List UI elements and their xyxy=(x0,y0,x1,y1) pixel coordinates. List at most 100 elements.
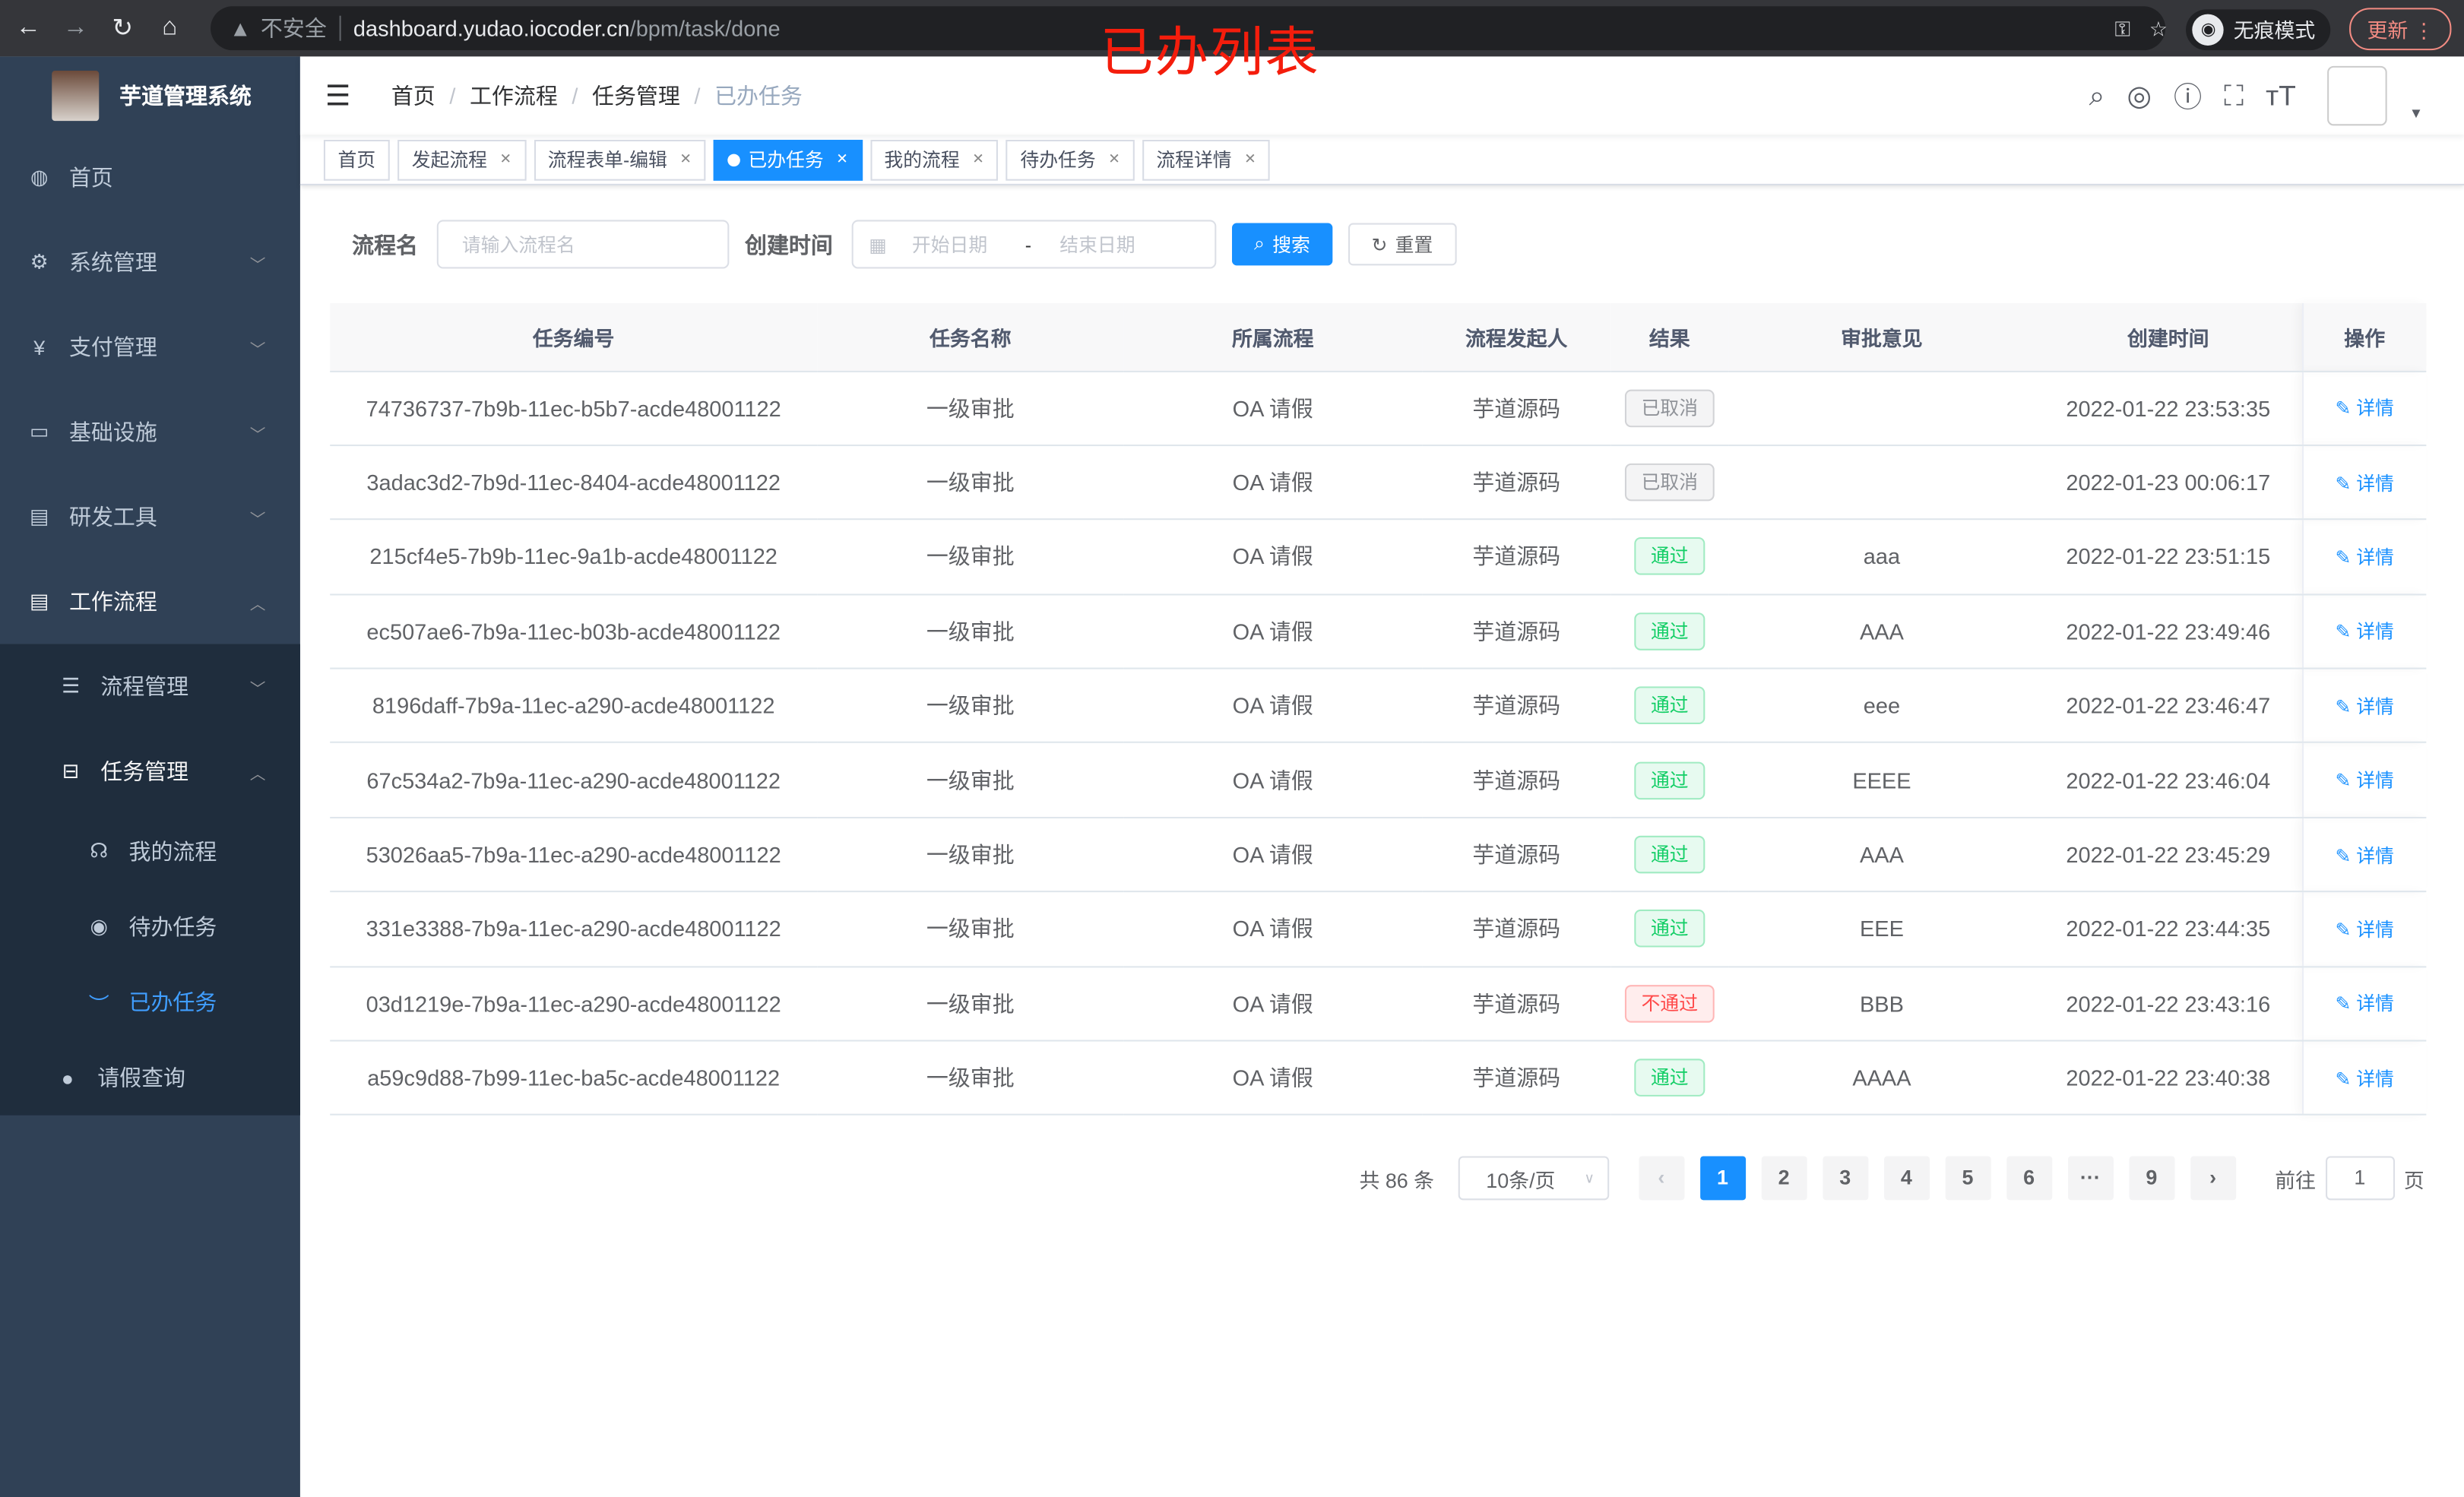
sidebar-item-my-process[interactable]: ☊ 我的流程 xyxy=(0,814,300,889)
starter: 芋道源码 xyxy=(1422,966,1611,1042)
table-row: 8196daff-7b9a-11ec-a290-acde48001122 一级审… xyxy=(330,668,2427,744)
back-icon[interactable]: ← xyxy=(15,14,41,41)
status-badge: 已取消 xyxy=(1625,389,1714,427)
page-button[interactable]: 2 xyxy=(1761,1156,1807,1201)
sidebar-item-process-manage[interactable]: ☰ 流程管理 ﹀ xyxy=(0,644,300,730)
avatar[interactable] xyxy=(2327,65,2387,126)
page-button[interactable]: 6 xyxy=(2006,1156,2052,1201)
tag-done-task[interactable]: 已办任务 ✕ xyxy=(713,138,863,180)
task-id: a59c9d88-7b99-11ec-ba5c-acde48001122 xyxy=(330,1040,818,1116)
prev-page-button[interactable]: ‹ xyxy=(1638,1156,1684,1201)
col-task-id: 任务编号 xyxy=(330,302,818,372)
reset-button[interactable]: ↻ 重置 xyxy=(1348,223,1457,266)
fullscreen-icon[interactable]: ⛶ xyxy=(2224,79,2244,111)
sidebar-item-devtools[interactable]: ▤ 研发工具 ﹀ xyxy=(0,474,300,559)
task-name: 一级审批 xyxy=(817,891,1124,967)
detail-link[interactable]: ✎ 详情 xyxy=(2335,993,2394,1016)
star-icon[interactable]: ☆ xyxy=(2149,16,2168,40)
create-time: 2022-01-22 23:49:46 xyxy=(2035,593,2303,669)
page-button[interactable]: 9 xyxy=(2128,1156,2174,1201)
home-icon[interactable]: ⌂ xyxy=(162,14,178,41)
detail-link[interactable]: ✎ 详情 xyxy=(2335,472,2394,495)
caret-down-icon[interactable]: ▼ xyxy=(2409,105,2424,122)
edit-icon: ✎ xyxy=(2335,844,2352,867)
sidebar-logo[interactable]: 芋道管理系统 xyxy=(0,56,300,135)
tag-process-detail[interactable]: 流程详情 ✕ xyxy=(1142,138,1271,180)
process-name: OA 请假 xyxy=(1123,891,1423,967)
detail-link[interactable]: ✎ 详情 xyxy=(2335,546,2394,569)
tag-start-process[interactable]: 发起流程 ✕ xyxy=(397,138,526,180)
process-name-input[interactable]: 请输入流程名 xyxy=(436,220,730,269)
incognito-badge[interactable]: ◉ 无痕模式 xyxy=(2186,8,2331,50)
detail-link[interactable]: ✎ 详情 xyxy=(2335,844,2394,867)
detail-link[interactable]: ✎ 详情 xyxy=(2335,770,2394,793)
sidebar-item-task-manage[interactable]: ⊟ 任务管理 ︿ xyxy=(0,729,300,814)
forward-icon[interactable]: → xyxy=(62,14,88,41)
tag-todo-task[interactable]: 待办任务 ✕ xyxy=(1006,138,1135,180)
chevron-down-icon: ﹀ xyxy=(249,511,266,529)
close-icon: ✕ xyxy=(679,150,692,167)
tag-home[interactable]: 首页 xyxy=(323,138,390,180)
process-name: OA 请假 xyxy=(1123,1040,1423,1116)
incognito-icon: ◉ xyxy=(2193,13,2225,45)
starter: 芋道源码 xyxy=(1422,668,1611,744)
search-button[interactable]: ⌕ 搜索 xyxy=(1231,223,1332,266)
incognito-label: 无痕模式 xyxy=(2233,18,2316,43)
hamburger-icon[interactable]: ☰ xyxy=(325,79,351,111)
page-size-select[interactable]: 10条/页 ∨ xyxy=(1458,1156,1609,1201)
create-time-label: 创建时间 xyxy=(745,231,833,257)
page-button[interactable]: ··· xyxy=(2067,1156,2114,1201)
date-range-picker[interactable]: ▦ 开始日期 - 结束日期 xyxy=(851,220,1217,269)
sidebar-item-system[interactable]: ⚙ 系统管理 ﹀ xyxy=(0,220,300,305)
sidebar-item-leave[interactable]: ● 请假查询 xyxy=(0,1040,300,1115)
page-button[interactable]: 3 xyxy=(1822,1156,1868,1201)
refresh-icon: ↻ xyxy=(1371,233,1388,255)
comment: aaa xyxy=(1728,519,2035,595)
tag-my-process[interactable]: 我的流程 ✕ xyxy=(869,138,999,180)
breadcrumb-item[interactable]: 任务管理 xyxy=(592,83,680,109)
goto-page-input[interactable]: 1 xyxy=(2325,1156,2395,1201)
create-time: 2022-01-22 23:51:15 xyxy=(2035,519,2303,595)
update-button[interactable]: 更新 ⋮ xyxy=(2349,8,2452,51)
sidebar-item-pay[interactable]: ¥ 支付管理 ﹀ xyxy=(0,305,300,390)
sidebar-item-workflow[interactable]: ▤ 工作流程 ︿ xyxy=(0,559,300,644)
chevron-down-icon: ﹀ xyxy=(249,681,266,698)
breadcrumb-item[interactable]: 首页 xyxy=(391,83,435,109)
chevron-down-icon: ﹀ xyxy=(249,426,266,444)
reload-icon[interactable]: ↻ xyxy=(112,15,134,43)
detail-link[interactable]: ✎ 详情 xyxy=(2335,695,2394,718)
sidebar-item-infra[interactable]: ▭ 基础设施 ﹀ xyxy=(0,390,300,475)
help-icon[interactable]: ⓘ xyxy=(2173,81,2203,113)
page-button[interactable]: 5 xyxy=(1945,1156,1991,1201)
dashboard-icon: ◍ xyxy=(30,165,49,189)
sidebar-item-todo[interactable]: ◉ 待办任务 xyxy=(0,889,300,964)
key-icon[interactable]: ⚿ xyxy=(2114,16,2131,40)
edit-icon: ✎ xyxy=(2335,397,2352,420)
navbar: ☰ 首页 / 工作流程 / 任务管理 / 已办任务 ⌕ ◎ ⓘ ⛶ ᴛT ▼ xyxy=(299,56,2464,135)
col-create-time: 创建时间 xyxy=(2035,302,2303,372)
detail-link[interactable]: ✎ 详情 xyxy=(2335,919,2394,942)
address-bar[interactable]: ▲ 不安全 dashboard.yudao.iocoder.cn/bpm/tas… xyxy=(211,6,2166,51)
sidebar-item-home[interactable]: ◍ 首页 xyxy=(0,135,300,220)
tag-form-edit[interactable]: 流程表单-编辑 ✕ xyxy=(534,138,706,180)
breadcrumb-item[interactable]: 工作流程 xyxy=(469,83,558,109)
edit-icon: ✎ xyxy=(2335,472,2352,495)
annotation-title: 已办列表 xyxy=(1100,24,1320,84)
sidebar-item-done[interactable]: ︶ 已办任务 xyxy=(0,964,300,1040)
edit-icon: ✎ xyxy=(2335,1068,2352,1090)
detail-link[interactable]: ✎ 详情 xyxy=(2335,1068,2394,1090)
search-form: 流程名 请输入流程名 创建时间 ▦ 开始日期 - 结束日期 ⌕ 搜索 ↻ 重置 xyxy=(352,220,1457,269)
task-name: 一级审批 xyxy=(817,519,1124,595)
detail-link[interactable]: ✎ 详情 xyxy=(2335,397,2394,420)
page-button[interactable]: 4 xyxy=(1883,1156,1930,1201)
status-badge: 通过 xyxy=(1635,686,1705,725)
font-size-icon[interactable]: ᴛT xyxy=(2266,79,2296,111)
search-icon[interactable]: ⌕ xyxy=(2089,79,2105,111)
starter: 芋道源码 xyxy=(1422,593,1611,669)
next-page-button[interactable]: › xyxy=(2190,1156,2236,1201)
page-button[interactable]: 1 xyxy=(1699,1156,1746,1201)
close-icon: ✕ xyxy=(1244,150,1256,167)
status-badge: 通过 xyxy=(1635,910,1705,948)
github-icon[interactable]: ◎ xyxy=(2127,79,2152,111)
detail-link[interactable]: ✎ 详情 xyxy=(2335,621,2394,644)
